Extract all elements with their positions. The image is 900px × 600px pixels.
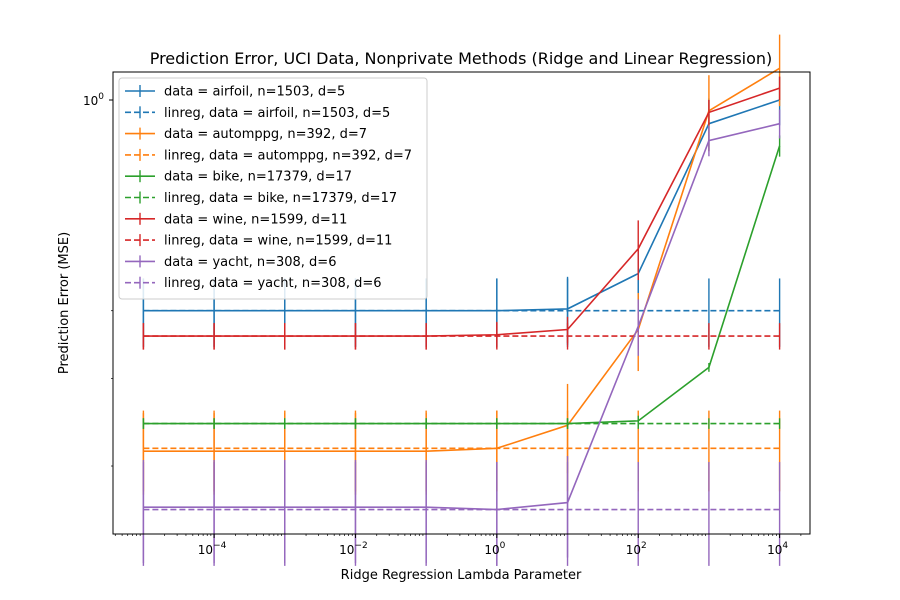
legend-item: linreg, data = wine, n=1599, d=11	[125, 234, 392, 249]
y-tick-label: 100	[83, 92, 104, 108]
legend-label: data = airfoil, n=1503, d=5	[164, 85, 345, 100]
legend-label: data = wine, n=1599, d=11	[164, 212, 347, 227]
legend-item: linreg, data = airfoil, n=1503, d=5	[125, 106, 390, 121]
legend-label: data = automppg, n=392, d=7	[164, 127, 367, 142]
legend-label: linreg, data = airfoil, n=1503, d=5	[164, 106, 390, 121]
legend-label: linreg, data = automppg, n=392, d=7	[164, 148, 412, 163]
x-tick-label: 10−4	[198, 541, 227, 557]
legend-label: data = bike, n=17379, d=17	[164, 170, 352, 185]
legend-item: data = airfoil, n=1503, d=5	[125, 85, 345, 100]
legend-item: linreg, data = automppg, n=392, d=7	[125, 148, 412, 163]
axes-frame	[112, 71, 811, 535]
legend-item: data = yacht, n=308, d=6	[125, 255, 336, 270]
legend-label: linreg, data = yacht, n=308, d=6	[164, 276, 382, 291]
legend: data = airfoil, n=1503, d=5 linreg, data …	[118, 77, 428, 300]
legend-item: linreg, data = yacht, n=308, d=6	[125, 276, 382, 291]
series-line	[143, 122, 780, 511]
chart-title: Prediction Error, UCI Data, Nonprivate M…	[150, 49, 773, 68]
legend-label: linreg, data = wine, n=1599, d=11	[164, 234, 392, 249]
y-axis-label: Prediction Error (MSE)	[57, 232, 72, 374]
legend-label: linreg, data = bike, n=17379, d=17	[164, 191, 397, 206]
series-10	[142, 461, 781, 566]
series-6	[142, 418, 781, 429]
legend-item: data = bike, n=17379, d=17	[125, 170, 352, 185]
legend-item: data = wine, n=1599, d=11	[125, 212, 347, 227]
x-axis-label: Ridge Regression Lambda Parameter	[341, 568, 582, 583]
x-tick-label: 100	[484, 541, 505, 557]
legend-item: data = automppg, n=392, d=7	[125, 127, 367, 142]
legend-box	[118, 77, 428, 300]
legend-label: data = yacht, n=308, d=6	[164, 255, 336, 270]
series-line	[143, 67, 781, 452]
series-layer	[142, 34, 781, 566]
x-tick-label: 102	[626, 541, 647, 557]
x-tick-label: 104	[767, 541, 788, 557]
x-tick-label: 10−2	[339, 541, 368, 557]
legend-item: linreg, data = bike, n=17379, d=17	[125, 191, 397, 206]
ticks-layer: 10−4 10−2 100 102 104 100	[83, 92, 802, 557]
